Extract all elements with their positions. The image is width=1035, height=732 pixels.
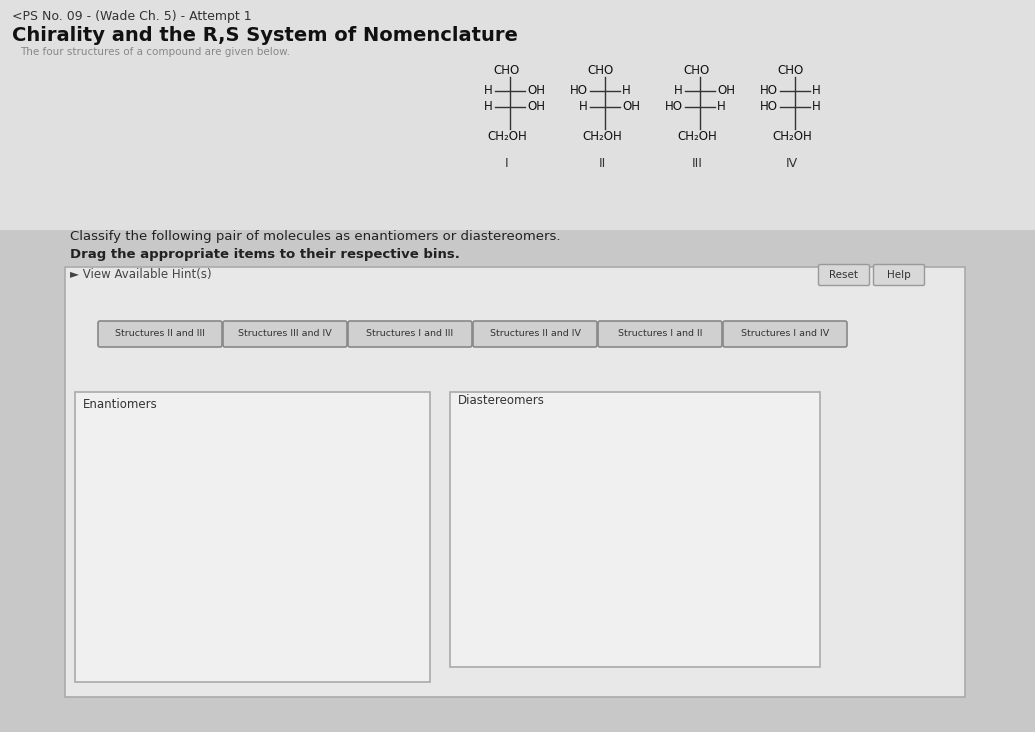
Text: Help: Help — [887, 270, 911, 280]
Text: The four structures of a compound are given below.: The four structures of a compound are gi… — [20, 47, 290, 57]
Text: CHO: CHO — [683, 64, 709, 77]
Text: CH₂OH: CH₂OH — [487, 130, 527, 143]
Text: Diastereomers: Diastereomers — [459, 394, 544, 407]
Text: OH: OH — [527, 100, 545, 113]
Text: HO: HO — [666, 100, 683, 113]
Text: CHO: CHO — [588, 64, 614, 77]
FancyBboxPatch shape — [0, 0, 1035, 230]
Text: II: II — [598, 157, 605, 170]
Text: Structures I and II: Structures I and II — [618, 329, 703, 338]
FancyBboxPatch shape — [473, 321, 597, 347]
Text: CHO: CHO — [778, 64, 804, 77]
Text: Classify the following pair of molecules as enantiomers or diastereomers.: Classify the following pair of molecules… — [70, 230, 561, 243]
Text: Drag the appropriate items to their respective bins.: Drag the appropriate items to their resp… — [70, 248, 460, 261]
Text: Structures III and IV: Structures III and IV — [238, 329, 332, 338]
FancyBboxPatch shape — [819, 264, 869, 285]
Text: OH: OH — [622, 100, 640, 113]
Text: I: I — [505, 157, 509, 170]
FancyBboxPatch shape — [98, 321, 221, 347]
Text: HO: HO — [760, 84, 778, 97]
Text: H: H — [622, 84, 630, 97]
Text: H: H — [717, 100, 726, 113]
FancyBboxPatch shape — [723, 321, 847, 347]
FancyBboxPatch shape — [223, 321, 347, 347]
FancyBboxPatch shape — [65, 267, 965, 697]
Text: Chirality and the R,S System of Nomenclature: Chirality and the R,S System of Nomencla… — [12, 26, 518, 45]
FancyBboxPatch shape — [75, 392, 430, 682]
Text: CHO: CHO — [493, 64, 520, 77]
Text: III: III — [691, 157, 703, 170]
Text: H: H — [674, 84, 683, 97]
Text: OH: OH — [717, 84, 735, 97]
Text: Structures I and III: Structures I and III — [366, 329, 453, 338]
Text: <PS No. 09 - (Wade Ch. 5) - Attempt 1: <PS No. 09 - (Wade Ch. 5) - Attempt 1 — [12, 10, 252, 23]
Text: CH₂OH: CH₂OH — [582, 130, 622, 143]
Text: CH₂OH: CH₂OH — [677, 130, 717, 143]
Text: HO: HO — [570, 84, 588, 97]
Text: OH: OH — [527, 84, 545, 97]
Text: IV: IV — [786, 157, 798, 170]
Text: H: H — [484, 84, 493, 97]
Text: H: H — [812, 100, 821, 113]
FancyBboxPatch shape — [598, 321, 722, 347]
Text: Structures II and III: Structures II and III — [115, 329, 205, 338]
Text: Structures II and IV: Structures II and IV — [490, 329, 581, 338]
FancyBboxPatch shape — [874, 264, 924, 285]
Text: H: H — [484, 100, 493, 113]
Text: Structures I and IV: Structures I and IV — [741, 329, 829, 338]
FancyBboxPatch shape — [450, 392, 820, 667]
Text: CH₂OH: CH₂OH — [772, 130, 811, 143]
Text: HO: HO — [760, 100, 778, 113]
Text: H: H — [580, 100, 588, 113]
Text: H: H — [812, 84, 821, 97]
Text: ► View Available Hint(s): ► View Available Hint(s) — [70, 268, 211, 281]
Text: Enantiomers: Enantiomers — [83, 398, 157, 411]
Text: Reset: Reset — [829, 270, 858, 280]
FancyBboxPatch shape — [348, 321, 472, 347]
